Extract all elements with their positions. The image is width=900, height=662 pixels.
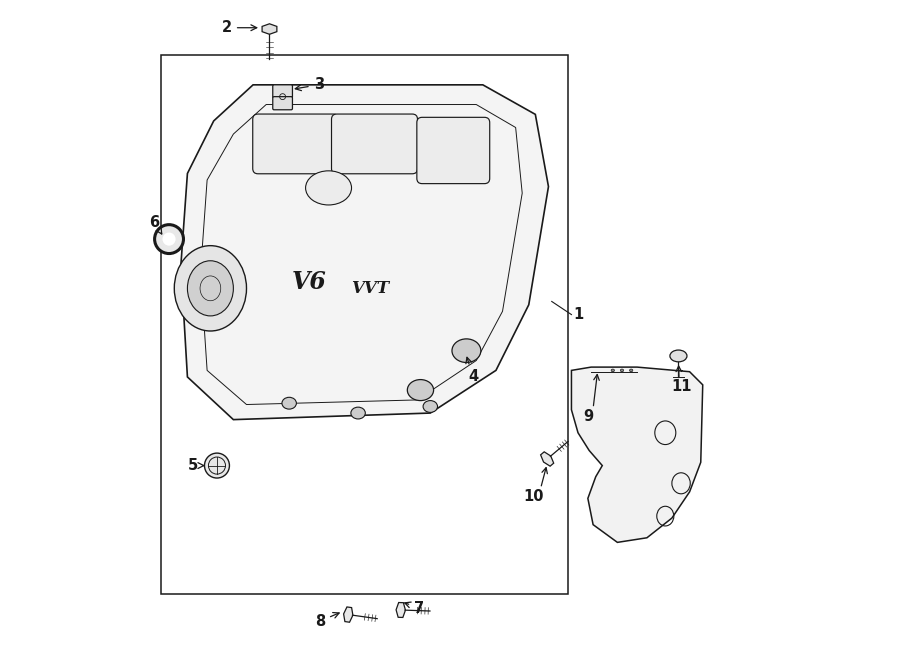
Text: VVT: VVT	[351, 280, 389, 297]
Ellipse shape	[620, 369, 624, 371]
Ellipse shape	[408, 379, 434, 401]
Ellipse shape	[452, 339, 481, 363]
FancyBboxPatch shape	[273, 97, 292, 110]
Ellipse shape	[187, 261, 233, 316]
Ellipse shape	[204, 453, 230, 478]
Polygon shape	[396, 602, 406, 618]
FancyBboxPatch shape	[417, 117, 490, 183]
Ellipse shape	[163, 232, 176, 246]
Ellipse shape	[282, 397, 296, 409]
Text: 7: 7	[405, 600, 424, 616]
Text: 3: 3	[295, 77, 324, 92]
Ellipse shape	[351, 407, 365, 419]
Text: 8: 8	[315, 612, 339, 629]
Text: 6: 6	[149, 215, 162, 234]
Ellipse shape	[670, 350, 687, 362]
FancyBboxPatch shape	[331, 114, 418, 174]
Text: 11: 11	[670, 379, 691, 395]
FancyBboxPatch shape	[273, 85, 292, 98]
Polygon shape	[262, 24, 277, 34]
Text: 2: 2	[221, 21, 256, 35]
Text: 1: 1	[573, 307, 583, 322]
Polygon shape	[541, 452, 554, 466]
Ellipse shape	[423, 401, 437, 412]
Ellipse shape	[306, 171, 352, 205]
FancyBboxPatch shape	[253, 114, 338, 174]
Text: 5: 5	[187, 458, 204, 473]
Polygon shape	[181, 85, 548, 420]
Ellipse shape	[629, 369, 633, 371]
Ellipse shape	[155, 224, 184, 254]
Text: 10: 10	[524, 489, 544, 504]
Text: 4: 4	[466, 357, 478, 385]
Text: V6: V6	[292, 270, 327, 294]
Polygon shape	[572, 367, 703, 542]
Text: 9: 9	[583, 409, 593, 424]
Ellipse shape	[611, 369, 615, 371]
Ellipse shape	[175, 246, 247, 331]
Polygon shape	[344, 607, 353, 622]
